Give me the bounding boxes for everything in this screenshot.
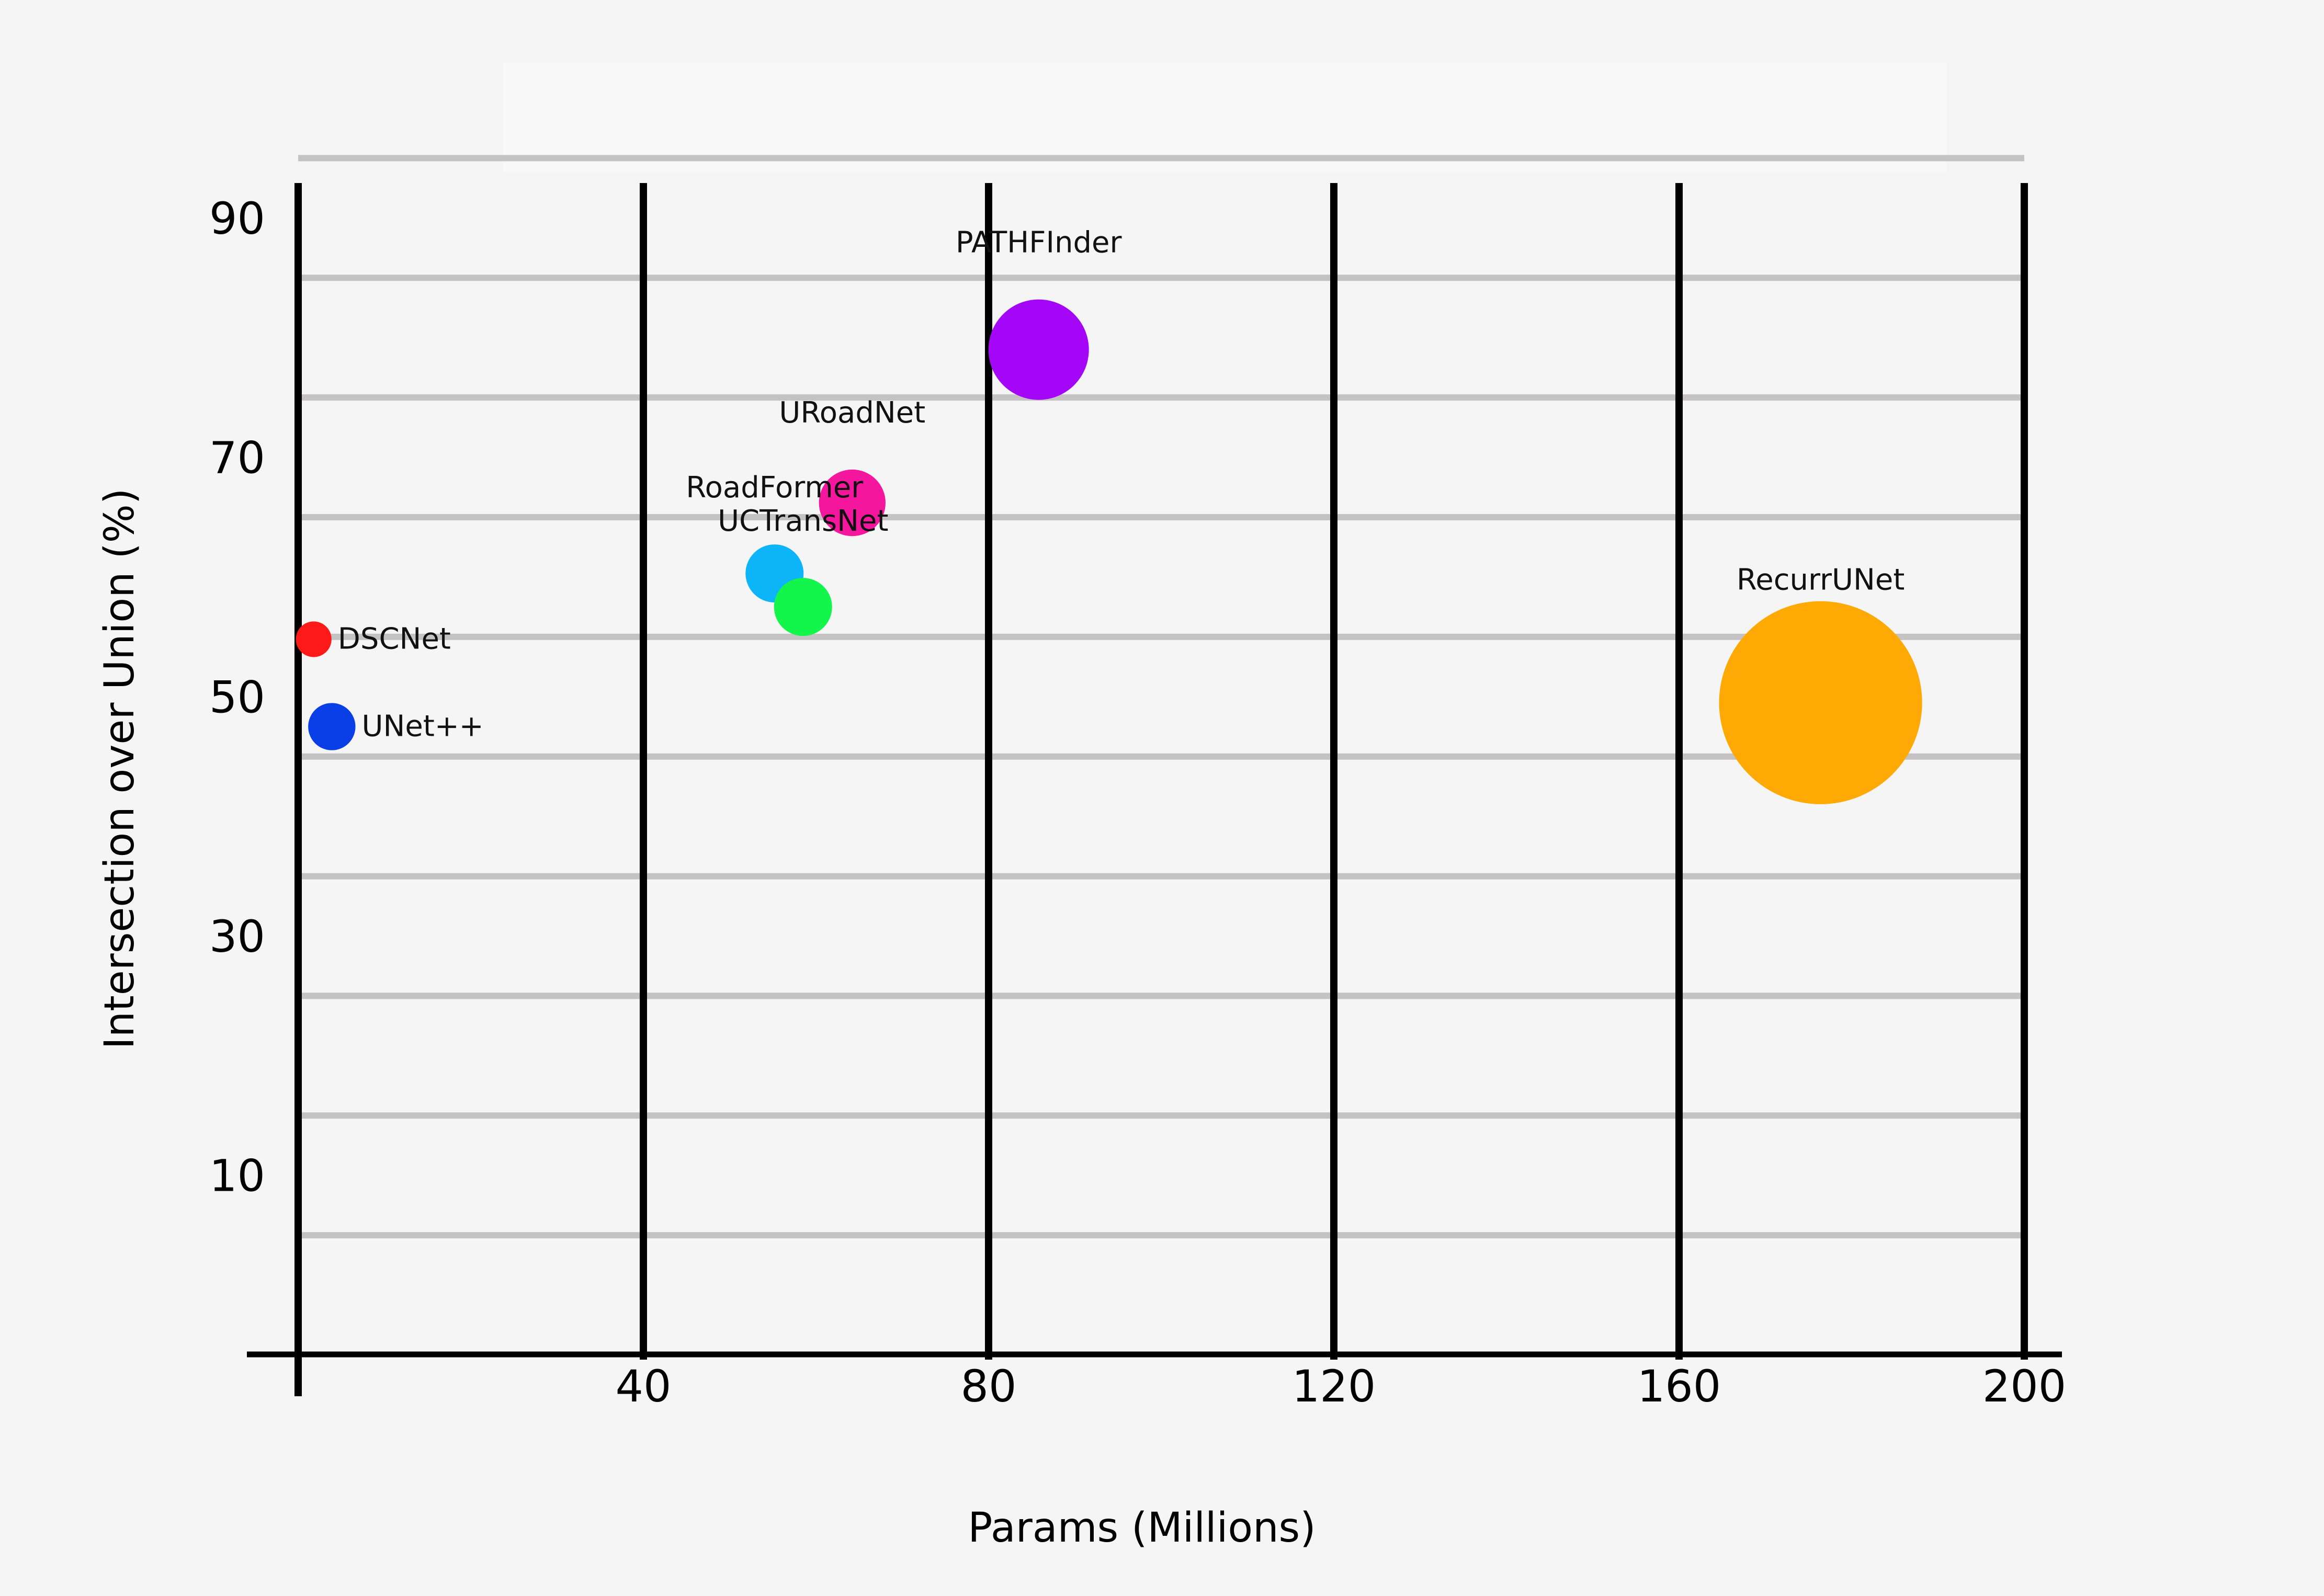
title-band bbox=[503, 63, 1947, 173]
x-tick-label: 120 bbox=[1292, 1361, 1376, 1412]
horizontal-gridlines bbox=[298, 155, 2024, 1239]
vertical-gridlines bbox=[640, 183, 2028, 1360]
bubble-point bbox=[774, 578, 832, 636]
y-tick-label: 30 bbox=[209, 911, 265, 962]
bubble-label: URoadNet bbox=[779, 396, 925, 430]
bubble-points bbox=[296, 299, 1922, 804]
y-tick-labels: 10 30 50 70 90 bbox=[209, 193, 265, 1202]
bubble-point bbox=[1719, 601, 1922, 804]
y-axis-title: Intersection over Union (%) bbox=[96, 488, 143, 1050]
x-axis-title: Params (Millions) bbox=[968, 1504, 1316, 1552]
y-tick-label: 50 bbox=[209, 671, 265, 723]
x-tick-label: 160 bbox=[1637, 1361, 1721, 1412]
x-tick-label: 40 bbox=[616, 1361, 672, 1412]
y-tick-label: 90 bbox=[209, 193, 265, 244]
bubble-label: DSCNet bbox=[338, 622, 451, 656]
x-tick-label: 80 bbox=[961, 1361, 1017, 1412]
x-tick-labels: 40 80 120 160 200 bbox=[616, 1361, 2067, 1412]
bubble-label: PATHFInder bbox=[956, 226, 1123, 260]
x-tick-label: 200 bbox=[1982, 1361, 2066, 1412]
bubble-label: UCTransNet bbox=[718, 504, 888, 538]
bubble-label: RecurrUNet bbox=[1737, 563, 1904, 597]
bubble-point bbox=[296, 621, 332, 657]
bubble-label: RoadFormer bbox=[686, 471, 864, 505]
bubble-label: UNet++ bbox=[362, 710, 484, 744]
bubble-point bbox=[308, 703, 356, 750]
y-tick-label: 10 bbox=[209, 1150, 265, 1202]
bubble-point bbox=[819, 469, 886, 537]
y-tick-label: 70 bbox=[209, 432, 265, 484]
bubble-point bbox=[988, 299, 1089, 400]
